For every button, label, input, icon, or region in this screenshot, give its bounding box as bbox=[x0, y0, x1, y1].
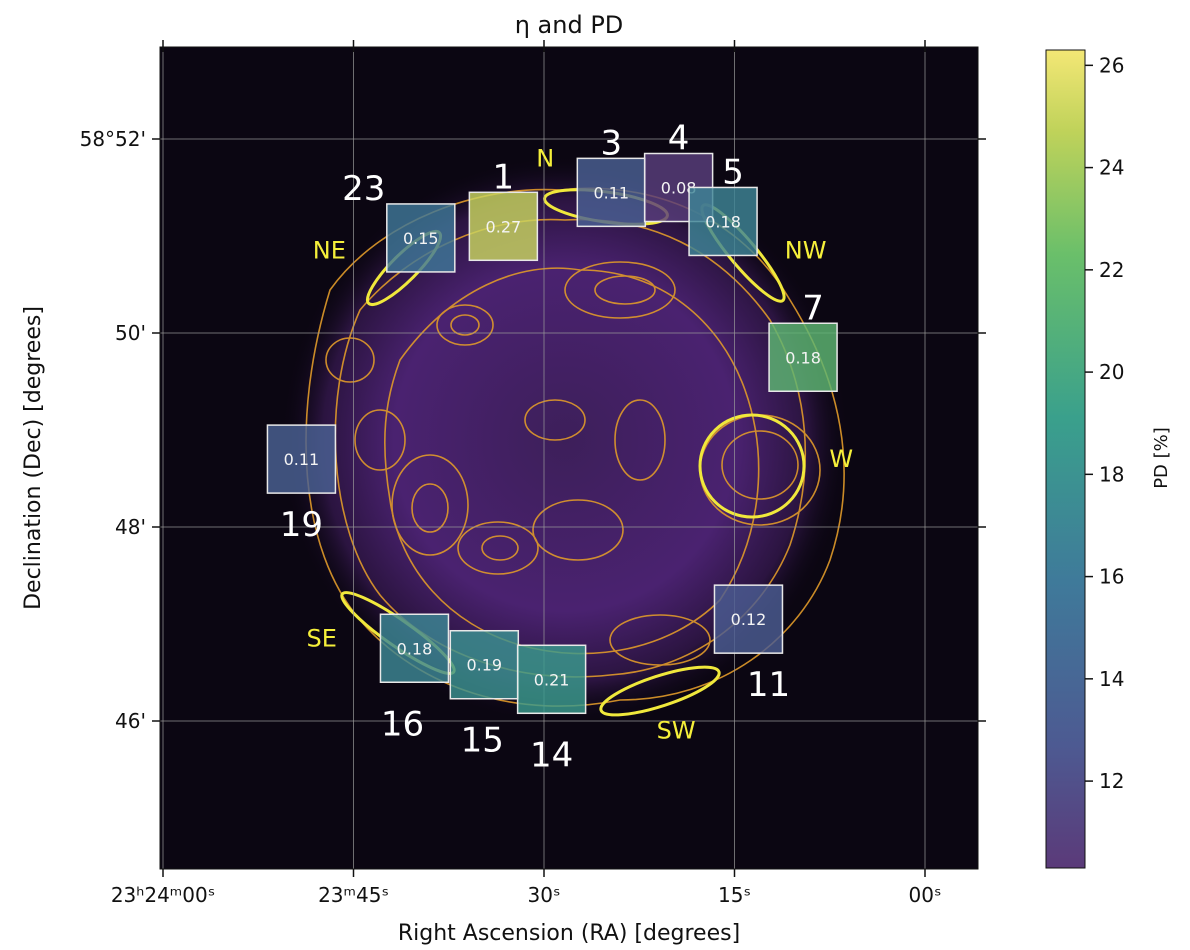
remnant-emission bbox=[280, 155, 850, 725]
region-3: 0.11 3 bbox=[576, 123, 647, 228]
region-5: 0.18 5 bbox=[688, 152, 758, 257]
x-tick-label: 15ˢ bbox=[718, 883, 751, 907]
region-name-label: W bbox=[829, 445, 853, 473]
region-14: 0.21 14 bbox=[516, 644, 587, 775]
region-box bbox=[468, 191, 539, 262]
colorbar: 12 14 16 18 20 22 24 26 PD [%] bbox=[1045, 49, 1172, 869]
region-box bbox=[449, 629, 520, 700]
x-tick-label: 30ˢ bbox=[528, 883, 561, 907]
region-7: 0.18 7 bbox=[768, 288, 838, 392]
colorbar-tick-label: 20 bbox=[1099, 360, 1124, 384]
region-id-label: 1 bbox=[493, 157, 515, 197]
y-tick-label: 46' bbox=[115, 709, 146, 733]
plot-frame bbox=[159, 46, 979, 870]
region-id-label: 3 bbox=[600, 123, 622, 163]
region-box bbox=[379, 613, 450, 683]
region-eta-value: 0.18 bbox=[705, 212, 741, 231]
colorbar-tick-label: 14 bbox=[1099, 667, 1124, 691]
colorbar-tick-label: 22 bbox=[1099, 258, 1124, 282]
ellipse-sw bbox=[599, 665, 721, 717]
colorbar-tick-label: 16 bbox=[1099, 565, 1124, 589]
y-tick-label: 50' bbox=[115, 321, 146, 345]
region-eta-value: 0.11 bbox=[593, 183, 629, 202]
region-box bbox=[516, 644, 587, 715]
region-id-label: 11 bbox=[747, 665, 790, 705]
region-name-label: SW bbox=[657, 717, 696, 745]
x-tick-label: 23ʰ24ᵐ00ˢ bbox=[111, 883, 215, 907]
colorbar-tick-label: 18 bbox=[1099, 462, 1124, 486]
region-19: 0.11 19 bbox=[266, 424, 337, 545]
colorbar-tick-label: 12 bbox=[1099, 769, 1124, 793]
region-id-label: 16 bbox=[381, 704, 424, 744]
colorbar-label: PD [%] bbox=[1151, 427, 1172, 489]
colorbar-tick-label: 24 bbox=[1099, 156, 1124, 180]
region-eta-value: 0.21 bbox=[534, 670, 570, 689]
region-id-label: 19 bbox=[280, 505, 323, 545]
region-eta-value: 0.15 bbox=[403, 229, 439, 248]
region-name-label: NW bbox=[785, 237, 827, 265]
x-axis-label: Right Ascension (RA) [degrees] bbox=[398, 921, 740, 946]
region-id-label: 7 bbox=[802, 288, 824, 328]
region-id-label: 5 bbox=[722, 152, 744, 192]
region-1: 0.27 1 bbox=[468, 157, 539, 262]
region-box bbox=[768, 322, 838, 392]
region-name-label: SE bbox=[307, 625, 337, 653]
region-name-label: NE bbox=[313, 237, 346, 265]
x-tick-label: 00ˢ bbox=[909, 883, 942, 907]
colorbar-gradient bbox=[1045, 49, 1086, 869]
region-eta-value: 0.19 bbox=[466, 656, 502, 675]
region-id-label: 14 bbox=[530, 735, 573, 775]
region-box bbox=[576, 157, 647, 228]
region-eta-value: 0.12 bbox=[731, 610, 767, 629]
grid-lines bbox=[160, 47, 978, 869]
region-box bbox=[713, 584, 784, 654]
region-16: 0.18 16 bbox=[379, 613, 450, 744]
region-id-label: 23 bbox=[342, 169, 385, 209]
region-id-label: 4 bbox=[668, 119, 690, 159]
region-box bbox=[266, 424, 337, 494]
region-23: 0.15 23 bbox=[342, 169, 456, 273]
y-tick-label: 48' bbox=[115, 515, 146, 539]
chart-title: η and PD bbox=[515, 11, 624, 39]
x-axis-ticks: 23ʰ24ᵐ00ˢ 23ᵐ45ˢ 30ˢ 15ˢ 00ˢ bbox=[111, 40, 942, 907]
region-eta-value: 0.11 bbox=[284, 450, 320, 469]
x-tick-label: 23ᵐ45ˢ bbox=[318, 883, 389, 907]
region-name-label: N bbox=[536, 144, 554, 172]
region-eta-value: 0.08 bbox=[661, 179, 697, 198]
region-eta-value: 0.27 bbox=[486, 217, 522, 236]
y-tick-label: 58°52' bbox=[80, 127, 146, 151]
region-box bbox=[386, 203, 456, 273]
region-15: 0.19 15 bbox=[449, 629, 520, 761]
region-eta-value: 0.18 bbox=[785, 348, 821, 367]
y-axis-label: Declination (Dec) [degrees] bbox=[21, 306, 46, 610]
region-box bbox=[688, 186, 758, 257]
colorbar-ticks: 12 14 16 18 20 22 24 26 bbox=[1085, 53, 1124, 793]
region-eta-value: 0.18 bbox=[397, 639, 433, 658]
region-id-label: 15 bbox=[461, 721, 504, 761]
ellipse-w bbox=[698, 413, 806, 519]
colorbar-tick-label: 26 bbox=[1099, 53, 1124, 77]
region-labels: NE N NW W SE SW bbox=[307, 144, 854, 744]
y-axis-ticks: 58°52' 50' 48' 46' bbox=[80, 127, 986, 733]
region-11: 0.12 11 bbox=[713, 584, 790, 705]
